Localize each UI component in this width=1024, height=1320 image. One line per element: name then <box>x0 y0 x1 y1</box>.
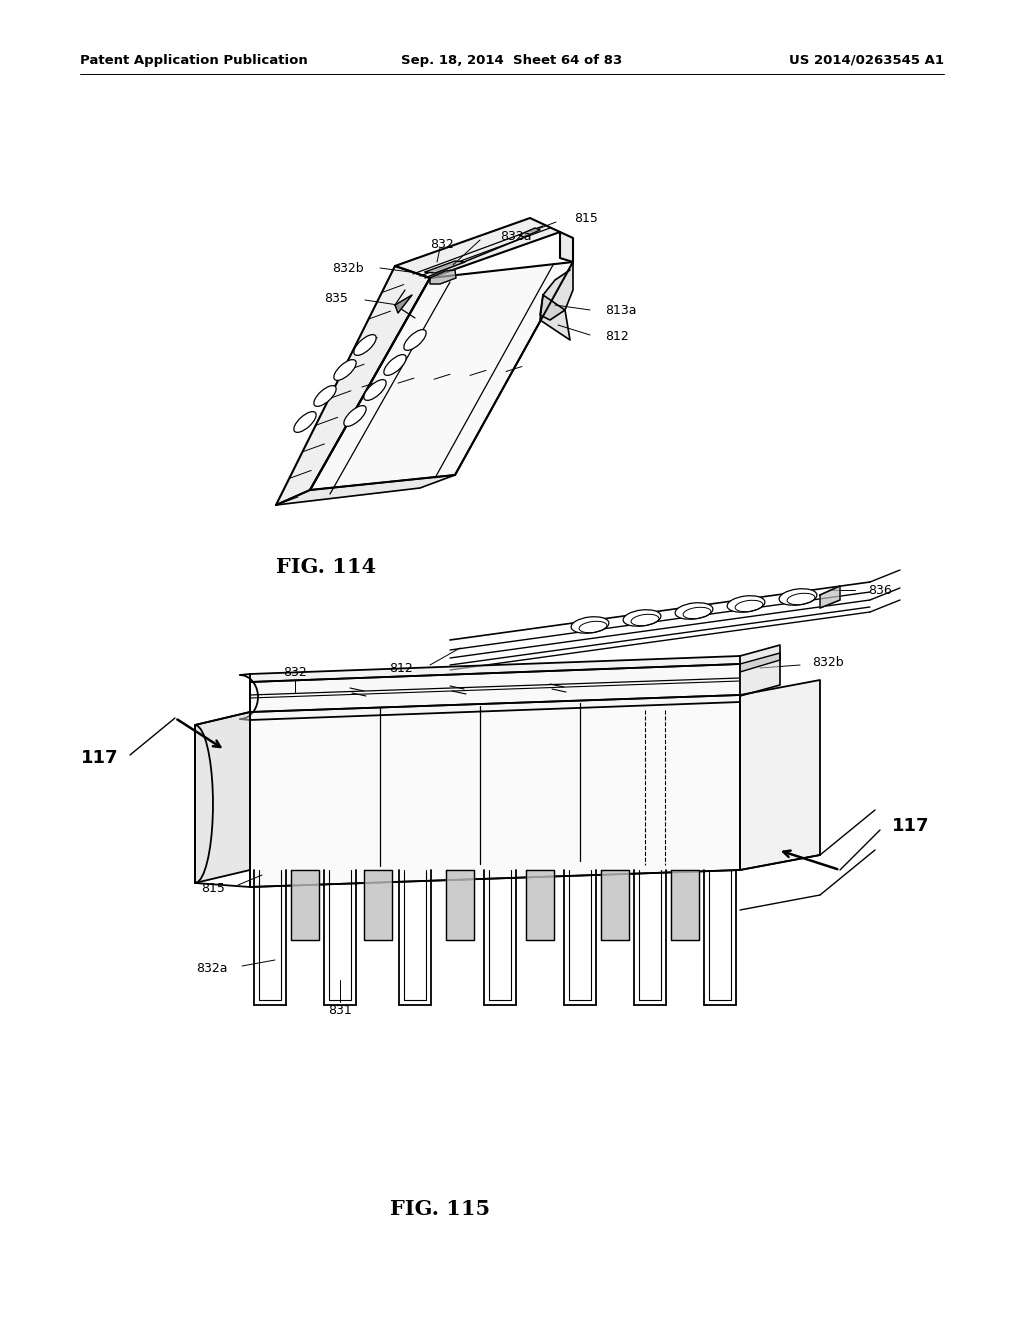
Ellipse shape <box>403 330 426 350</box>
Text: 832a: 832a <box>500 230 531 243</box>
Ellipse shape <box>624 610 660 626</box>
Text: US 2014/0263545 A1: US 2014/0263545 A1 <box>790 54 944 66</box>
Text: Patent Application Publication: Patent Application Publication <box>80 54 308 66</box>
Text: 835: 835 <box>325 293 348 305</box>
Polygon shape <box>740 653 780 672</box>
Polygon shape <box>740 680 820 870</box>
Polygon shape <box>446 870 474 940</box>
Text: 117: 117 <box>892 817 930 836</box>
Text: 812: 812 <box>389 661 413 675</box>
Ellipse shape <box>334 359 356 380</box>
Polygon shape <box>519 228 540 238</box>
Text: 832b: 832b <box>812 656 844 669</box>
Polygon shape <box>526 870 554 940</box>
Text: 813a: 813a <box>605 304 637 317</box>
Ellipse shape <box>354 335 376 355</box>
Polygon shape <box>250 664 740 719</box>
Text: 812: 812 <box>605 330 629 342</box>
Polygon shape <box>820 586 840 609</box>
Polygon shape <box>430 271 456 284</box>
Text: FIG. 115: FIG. 115 <box>390 1199 490 1218</box>
Ellipse shape <box>364 380 386 400</box>
Polygon shape <box>671 870 699 940</box>
Polygon shape <box>560 232 573 261</box>
Polygon shape <box>291 870 319 940</box>
Text: 832: 832 <box>430 238 454 251</box>
Ellipse shape <box>313 385 336 407</box>
Ellipse shape <box>675 603 713 619</box>
Polygon shape <box>276 475 455 506</box>
Polygon shape <box>540 294 570 341</box>
Text: 836: 836 <box>868 583 892 597</box>
Polygon shape <box>250 656 740 682</box>
Polygon shape <box>250 696 740 887</box>
Text: Sep. 18, 2014  Sheet 64 of 83: Sep. 18, 2014 Sheet 64 of 83 <box>401 54 623 66</box>
Text: 117: 117 <box>81 748 118 767</box>
Polygon shape <box>310 261 573 490</box>
Ellipse shape <box>344 405 367 426</box>
Text: 832a: 832a <box>197 961 228 974</box>
Ellipse shape <box>779 589 817 606</box>
Ellipse shape <box>384 355 407 375</box>
Polygon shape <box>195 711 250 883</box>
Polygon shape <box>276 267 430 506</box>
Ellipse shape <box>571 616 609 634</box>
Text: 832b: 832b <box>333 261 364 275</box>
Polygon shape <box>364 870 392 940</box>
Text: 832: 832 <box>283 665 307 678</box>
Text: 815: 815 <box>574 211 598 224</box>
Text: 831: 831 <box>328 1003 352 1016</box>
Polygon shape <box>601 870 629 940</box>
Text: FIG. 114: FIG. 114 <box>276 557 376 577</box>
Polygon shape <box>395 294 412 313</box>
Text: 815: 815 <box>201 882 225 895</box>
Polygon shape <box>395 218 560 279</box>
Polygon shape <box>540 261 573 319</box>
Polygon shape <box>425 261 465 273</box>
Ellipse shape <box>727 595 765 612</box>
Polygon shape <box>740 645 780 696</box>
Ellipse shape <box>294 412 316 433</box>
